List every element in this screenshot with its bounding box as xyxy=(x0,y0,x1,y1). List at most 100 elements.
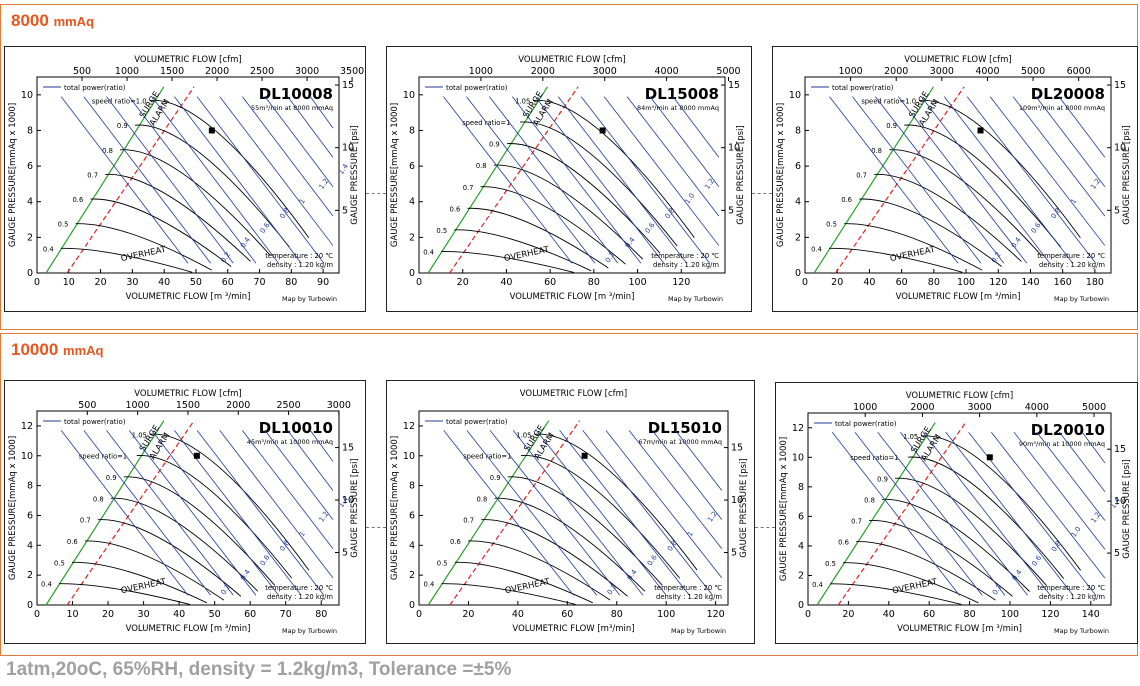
speed-ratio-label: speed ratio=1.0 xyxy=(92,98,147,106)
power-line xyxy=(106,430,234,596)
speed-curve xyxy=(856,541,996,601)
cfm-tick-label: 4000 xyxy=(975,66,999,77)
power-line xyxy=(309,430,334,462)
power-line xyxy=(580,96,711,264)
power-line xyxy=(466,96,596,264)
power-line xyxy=(489,430,621,596)
psi-tick-label: 5 xyxy=(731,548,737,559)
cfm-tick-label: 1500 xyxy=(176,400,200,411)
y-tick-label: 4 xyxy=(27,540,33,551)
speed-ratio-label: speed ratio=1 xyxy=(462,119,510,127)
power-line xyxy=(829,96,959,264)
x-tick-label: 140 xyxy=(1082,609,1100,620)
surge-line xyxy=(45,420,165,606)
x-tick-label: 40 xyxy=(500,277,512,288)
x-tick-label: 70 xyxy=(280,609,292,620)
psi-tick-label: 5 xyxy=(342,548,348,559)
left-axis-label: GAUGE PRESSURE[mmAq x 1000] xyxy=(390,103,400,247)
y-tick-label: 10 xyxy=(403,451,415,462)
power-ratio-label: 0.2 xyxy=(219,583,232,597)
x-tick-label: 40 xyxy=(883,609,895,620)
power-ratio-label: 0.6 xyxy=(1030,554,1043,568)
y-tick-label: 2 xyxy=(27,570,33,581)
y-tick-label: 10 xyxy=(789,90,801,101)
speed-ratio-label: 0.5 xyxy=(58,221,69,229)
psi-tick-label: 5 xyxy=(1114,205,1120,216)
plot-frame xyxy=(804,76,1112,274)
design-point-marker xyxy=(193,452,200,459)
power-line xyxy=(489,96,619,264)
cfm-tick-label: 3500 xyxy=(340,66,364,77)
cfm-tick-label: 2000 xyxy=(226,400,250,411)
model-spec: 55m³/min at 8000 mmAq xyxy=(251,104,333,112)
y-tick-label: 2 xyxy=(795,232,801,243)
surge-line xyxy=(45,86,165,274)
x-tick-label: 0 xyxy=(416,609,422,620)
y-tick-label: 6 xyxy=(27,161,33,172)
x-tick-label: 0 xyxy=(416,277,422,288)
cfm-tick-label: 3000 xyxy=(930,66,954,77)
speed-curve xyxy=(521,455,681,579)
y-tick-label: 0 xyxy=(27,600,33,611)
power-line xyxy=(242,430,334,549)
power-line xyxy=(443,96,573,264)
speed-curve xyxy=(882,498,1030,592)
x-tick-label: 30 xyxy=(138,609,150,620)
credit-label: Map by Turbowin xyxy=(668,295,723,303)
temperature-label: temperature : 20 ℃ xyxy=(651,252,719,260)
x-tick-label: 20 xyxy=(102,609,114,620)
plot-frame xyxy=(418,76,726,274)
psi-tick-label: 5 xyxy=(728,205,734,216)
legend-label: total power(ratio) xyxy=(64,418,126,426)
speed-ratio-label: 0.4 xyxy=(811,245,822,253)
plot-frame xyxy=(36,76,340,274)
x-tick-label: 50 xyxy=(209,609,221,620)
chart-svg: 0 20 40 60 80 100 120 140 160 180 0 2 4 6 8 10 1000 2000 3… xyxy=(776,55,1132,303)
speed-ratio-label: 0.7 xyxy=(856,171,867,179)
speed-curve xyxy=(830,583,962,605)
left-axis-label: GAUGE PRESSURE[mmAq x 1000] xyxy=(390,436,400,580)
overheat-label: OVERHEAT xyxy=(891,577,939,596)
speed-ratio-label: 0.8 xyxy=(871,147,882,155)
legend-label: total power(ratio) xyxy=(832,84,894,92)
power-ratio-label: 0.6 xyxy=(259,553,272,567)
power-line xyxy=(219,430,334,579)
speed-ratio-label: 0.5 xyxy=(437,559,448,567)
alarm-line xyxy=(449,86,579,274)
model-spec: 67m/min at 10000 mmAq xyxy=(638,438,722,446)
x-tick-label: 50 xyxy=(190,277,202,288)
speed-curve xyxy=(921,435,1082,571)
speed-curve xyxy=(120,149,271,256)
y-tick-label: 0 xyxy=(409,268,415,279)
model-name: DL15010 xyxy=(648,419,722,437)
section-title-10000: 10000 mmAq xyxy=(11,340,104,359)
power-ratio-label: 1 xyxy=(298,197,307,205)
cfm-tick-label: 2500 xyxy=(276,400,300,411)
x-tick-label: 20 xyxy=(457,277,469,288)
speed-curve xyxy=(149,433,310,571)
right-axis-label: GAUGE PRESSURE [psi] xyxy=(1122,125,1132,225)
power-line xyxy=(922,431,1051,596)
x-tick-label: 60 xyxy=(896,277,908,288)
design-point-marker xyxy=(581,452,588,459)
power-ratio-label: 0.4 xyxy=(624,235,637,249)
power-line xyxy=(83,430,211,596)
overheat-label: OVERHEAT xyxy=(120,245,168,264)
psi-tick-label: 10 xyxy=(342,495,354,506)
speed-ratio-label: 0.9 xyxy=(106,474,117,482)
chart-svg: 0 20 40 60 80 100 120 0 2 4 6 8 10 12 5 10 15 VOLUMETRIC … xyxy=(390,389,749,635)
psi-tick-label: 10 xyxy=(342,143,354,154)
plot-frame xyxy=(418,410,729,606)
bottom-axis-label: VOLUMETRIC FLOW [m ³/min] xyxy=(897,624,1022,634)
model-spec: 90m³/min at 10000 mmAq xyxy=(1019,440,1105,448)
speed-curve xyxy=(59,583,190,605)
power-line xyxy=(649,96,720,188)
speed-curve xyxy=(467,207,609,269)
x-tick-label: 120 xyxy=(989,277,1007,288)
density-label: density : 1.20 kg/m xyxy=(1039,261,1105,269)
speed-curve xyxy=(889,149,1042,256)
separator xyxy=(366,527,386,528)
power-line xyxy=(1035,96,1106,188)
